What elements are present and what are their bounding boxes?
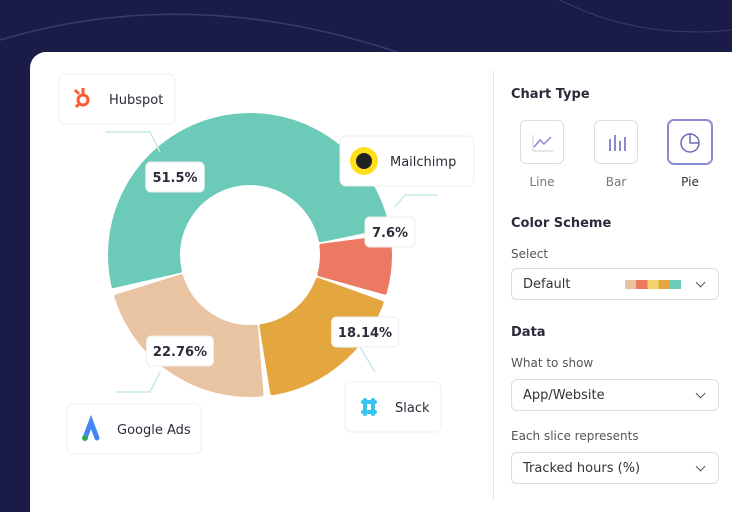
app-icon <box>73 88 90 109</box>
chart-type-label: Bar <box>605 175 627 189</box>
chart-type-label: Pie <box>681 175 699 189</box>
dropdown[interactable]: App/Website <box>511 379 719 411</box>
connector <box>394 194 438 208</box>
value-label-box <box>331 316 399 348</box>
value-label: 51.5% <box>152 171 197 186</box>
value-label: 7.6% <box>372 226 408 241</box>
color-dropdown[interactable]: Default <box>511 268 719 300</box>
page: 51.5% 7.6% 18.14% 22.76% Hubspot Mailchimp Sla… <box>0 0 732 496</box>
field-label: Each slice represents <box>511 429 639 443</box>
value-label-box <box>146 335 214 367</box>
value-label: 22.76% <box>153 345 207 360</box>
chart-type-button[interactable] <box>520 120 564 164</box>
value-label-box <box>145 161 205 193</box>
legend-label: Mailchimp <box>390 155 456 170</box>
value-label: 18.14% <box>338 326 392 341</box>
donut-slice <box>108 113 390 289</box>
donut-slice <box>317 234 392 295</box>
background-curves <box>0 0 732 60</box>
app-box <box>58 73 176 125</box>
section-title: Data <box>511 325 546 340</box>
field-label: What to show <box>511 356 594 370</box>
legend-label: Hubspot <box>109 93 163 108</box>
chart-type-button[interactable] <box>668 120 712 164</box>
chart-type-icon <box>609 135 626 151</box>
app-box <box>339 135 475 187</box>
connector <box>115 371 161 393</box>
dropdown-value: Tracked hours (%) <box>523 461 641 476</box>
dropdown-value: App/Website <box>523 388 605 403</box>
chart-type-button[interactable] <box>594 120 638 164</box>
donut-chart: 51.5% 7.6% 18.14% 22.76% Hubspot Mailchimp Sla… <box>58 73 475 455</box>
divider <box>493 70 494 500</box>
color-swatch <box>625 280 681 289</box>
legend-label: Google Ads <box>117 423 191 438</box>
connector <box>105 131 161 153</box>
section-title: Color Scheme <box>511 216 612 231</box>
chart-type-icon <box>680 133 700 153</box>
app-icon <box>82 414 100 441</box>
app-icon <box>361 398 377 416</box>
legend-label: Slack <box>395 401 430 416</box>
dropdown-value: Default <box>523 277 571 292</box>
field-label: Select <box>511 247 549 261</box>
value-label-box <box>364 216 416 248</box>
chart-type-label: Line <box>529 175 555 189</box>
app-box <box>66 403 202 455</box>
app-box <box>344 381 442 433</box>
chart-type-icon <box>532 135 553 152</box>
dropdown[interactable]: Tracked hours (%) <box>511 452 719 484</box>
section-title: Chart Type <box>511 87 590 102</box>
app-icon <box>350 147 378 175</box>
